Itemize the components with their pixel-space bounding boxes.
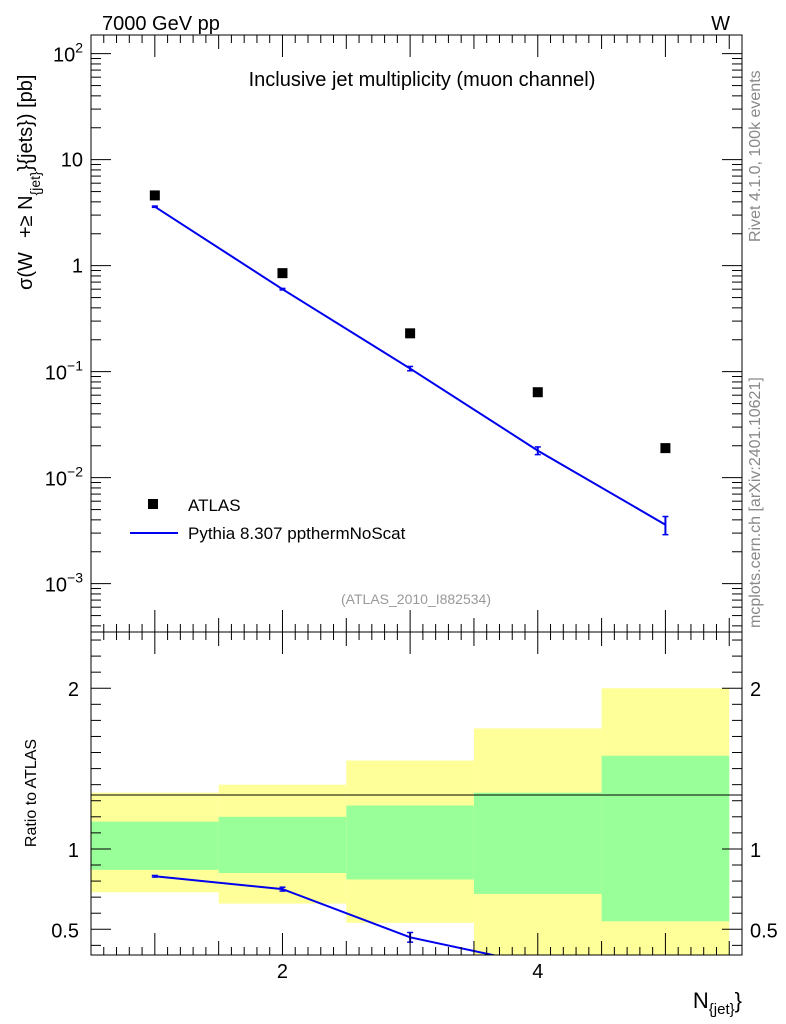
ylabel-sub: {jet}: [27, 171, 43, 195]
ratio-band-green: [473, 792, 602, 894]
mc-series: [151, 205, 669, 536]
y-tick-label: 102: [53, 40, 83, 67]
top-y-tick-labels: 102 10 1 10−1 10−2 10−3: [45, 40, 83, 597]
xlabel-sub: {jet}: [709, 1001, 735, 1018]
top-y-axis-label: σ(W +≥ N{jet}}{jets}) [pb]: [15, 75, 43, 290]
atlas-data-point: [149, 190, 160, 201]
ratio-band-green: [346, 805, 474, 880]
legend-mc-label: Pythia 8.307 ppthermNoScat: [188, 524, 406, 543]
ylabel-part-b: +≥ N: [15, 195, 37, 238]
rivet-credit: Rivet 4.1.0, 100k events: [747, 70, 764, 242]
atlas-series: [149, 190, 671, 454]
x-tick-label: 2: [277, 961, 288, 983]
ratio-y-tick-label-right: 0.5: [750, 920, 778, 942]
ratio-y-tick-label: 0.5: [51, 920, 79, 942]
ratio-y-tick-label-right: 2: [750, 679, 761, 701]
top-panel-ticks: [91, 35, 743, 632]
ratio-band-green: [601, 755, 730, 922]
bottom-plot-frame: [90, 631, 743, 956]
xlabel-end: }: [735, 988, 742, 1013]
analysis-id: (ATLAS_2010_I882534): [341, 591, 491, 607]
legend-atlas-label: ATLAS: [188, 496, 241, 515]
ratio-y-tick-label: 1: [68, 840, 79, 862]
x-axis-label: N{jet}}: [693, 988, 742, 1018]
ratio-y-tick-label: 2: [68, 679, 79, 701]
ratio-band-green: [91, 821, 219, 870]
process-label: W: [711, 13, 730, 35]
atlas-data-point: [405, 328, 416, 339]
y-tick-label: 10−2: [45, 464, 83, 491]
bottom-tick-labels: 0.5 0.5 1 1 2 2 2 4: [51, 679, 778, 983]
xlabel-main: N: [693, 988, 709, 1013]
legend-atlas-marker: [148, 499, 158, 509]
ylabel-part-c: }{jets}) [pb]: [15, 75, 37, 172]
y-tick-label: 1: [72, 256, 83, 278]
ratio-y-tick-label-right: 1: [750, 840, 761, 862]
ratio-y-axis-label: Ratio to ATLAS: [23, 739, 40, 847]
y-tick-label: 10−1: [45, 358, 83, 385]
ratio-band-green: [218, 816, 347, 874]
mc-line: [154, 205, 666, 526]
energy-label: 7000 GeV pp: [102, 13, 220, 35]
bottom-panel-ticks: [91, 632, 743, 955]
chart-title: Inclusive jet multiplicity (muon channel…: [249, 69, 596, 91]
atlas-data-point: [277, 268, 288, 279]
ylabel-part-a: σ(W: [15, 252, 37, 290]
y-tick-label: 10: [61, 150, 83, 172]
y-tick-label: 10−3: [45, 570, 83, 597]
ratio-bands: [91, 688, 730, 955]
atlas-data-point: [660, 443, 671, 454]
atlas-data-point: [532, 387, 543, 398]
x-tick-label: 4: [532, 961, 543, 983]
mcplots-credit: mcplots.cern.ch [arXiv:2401.10621]: [747, 377, 764, 628]
